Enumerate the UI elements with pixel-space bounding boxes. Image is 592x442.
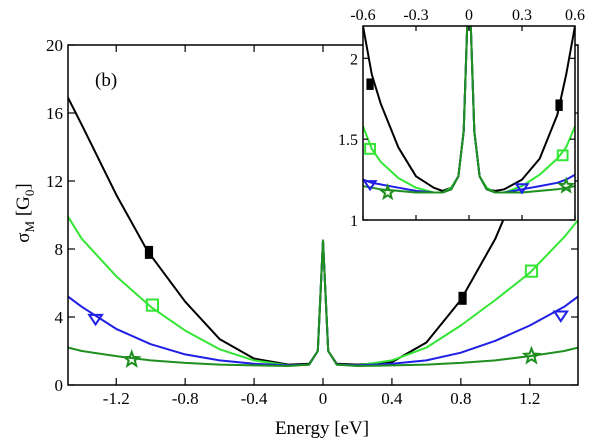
inset-plot: -0.6 -0.3 0 0.3 0.6 1 1.5 2 — [338, 7, 585, 230]
inset-series-black-line — [363, 26, 575, 192]
inset-x-tick-label: -0.6 — [350, 7, 375, 24]
main-black-marker-2 — [458, 291, 467, 305]
inset-series-light-green-line — [363, 26, 575, 194]
inset-y-tick-label: 1 — [350, 213, 358, 230]
main-light-green-marker-2 — [524, 264, 539, 278]
main-x-tick-label: 1.2 — [519, 389, 540, 408]
inset-light-green-marker-2 — [556, 149, 569, 162]
x-axis-label: Energy [eV] — [275, 418, 369, 439]
inset-dark-green-marker-1 — [378, 183, 397, 201]
main-y-tick-label: 0 — [55, 376, 64, 395]
panel-label: (b) — [95, 70, 117, 91]
main-dark-green-marker-1 — [121, 349, 142, 368]
inset-x-tick-label: 0 — [465, 7, 473, 24]
main-series-light-green-line — [68, 215, 578, 367]
y-axis-label: σM [G0] — [13, 183, 37, 242]
main-y-tick-label: 20 — [46, 36, 63, 55]
y-axis-symbol: σ — [13, 232, 34, 242]
main-x-tick-label: 0 — [319, 389, 328, 408]
y-axis-unit-close: ] — [13, 183, 34, 189]
inset-light-green-marker-1 — [364, 142, 376, 155]
y-axis-symbol-subscript: M — [22, 220, 37, 232]
main-dark-green-marker-2 — [521, 345, 542, 365]
inset-x-tick-label: 0.3 — [512, 7, 532, 24]
main-series-dark-green-line — [68, 239, 578, 367]
inset-x-tick-label: 0.6 — [565, 7, 585, 24]
inset-x-tick-label: -0.3 — [403, 7, 428, 24]
inset-dark-green-marker-2 — [557, 176, 576, 194]
inset-series-blue-line — [363, 26, 575, 194]
main-y-tick-label: 8 — [55, 240, 64, 259]
inset-black-marker-1 — [366, 78, 374, 90]
y-axis-unit-open: [G — [13, 196, 34, 221]
main-black-marker-1 — [144, 245, 154, 259]
inset-series-dark-green-line — [363, 26, 575, 194]
main-x-tick-label: 0.8 — [450, 389, 471, 408]
main-y-tick-label: 16 — [46, 104, 63, 123]
main-x-tick-label: -1.2 — [103, 389, 130, 408]
y-axis-unit-subscript: 0 — [22, 190, 37, 197]
main-y-tick-label: 12 — [46, 172, 63, 191]
main-y-tick-label: 4 — [55, 308, 64, 327]
inset-blue-marker-2 — [514, 183, 530, 195]
inset-blue-marker-1 — [362, 180, 378, 192]
main-x-tick-label: 0.4 — [381, 389, 403, 408]
main-blue-marker-1 — [87, 313, 104, 327]
inset-y-tick-label: 2 — [350, 51, 358, 68]
main-x-tick-label: -0.4 — [241, 389, 268, 408]
main-light-green-marker-1 — [145, 298, 160, 312]
inset-y-tick-label: 1.5 — [338, 132, 358, 149]
main-blue-marker-2 — [552, 310, 570, 323]
main-x-tick-label: -0.8 — [172, 389, 199, 408]
inset-black-marker-2 — [555, 99, 563, 111]
